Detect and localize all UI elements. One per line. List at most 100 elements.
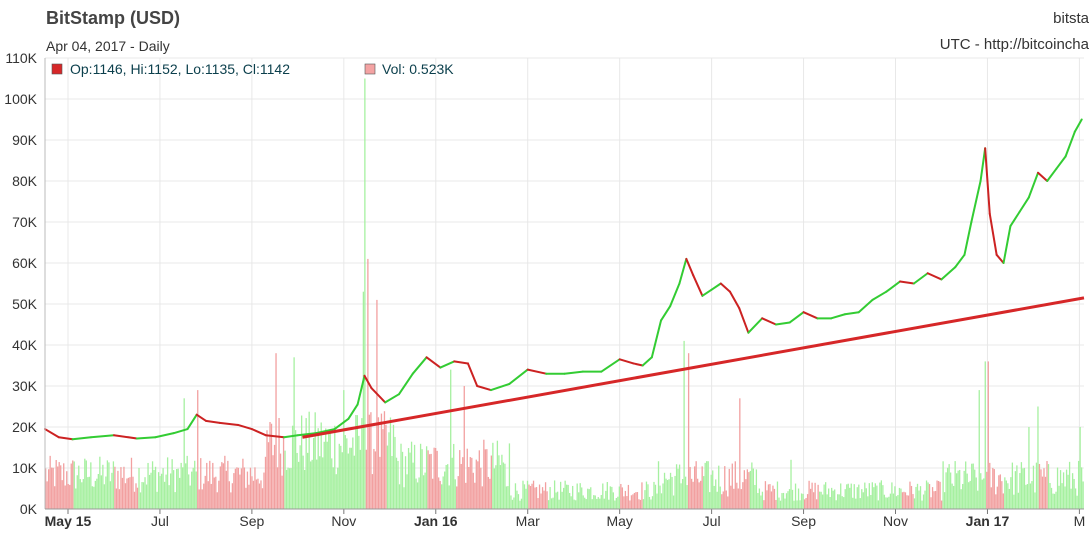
volume-bar bbox=[558, 499, 560, 509]
volume-bar bbox=[124, 483, 127, 509]
volume-bar bbox=[624, 490, 627, 509]
volume-bar bbox=[264, 456, 267, 509]
volume-bar bbox=[785, 493, 788, 509]
price-segment bbox=[912, 272, 929, 285]
volume-bar bbox=[578, 492, 580, 509]
volume-bar bbox=[433, 447, 435, 509]
volume-bar bbox=[347, 453, 349, 509]
volume-bar bbox=[82, 479, 84, 509]
volume-bar bbox=[809, 488, 812, 509]
volume-bar bbox=[943, 492, 946, 509]
volume-bar bbox=[386, 445, 389, 509]
volume-bar bbox=[466, 448, 468, 509]
volume-bar bbox=[933, 491, 935, 509]
volume-bar bbox=[885, 497, 887, 509]
volume-bar bbox=[270, 423, 273, 509]
volume-bar bbox=[418, 477, 420, 509]
volume-bar bbox=[731, 463, 733, 509]
volume-bar bbox=[924, 490, 926, 509]
volume-bar bbox=[1001, 481, 1003, 509]
volume-bar bbox=[407, 448, 410, 509]
volume-bar bbox=[657, 461, 660, 509]
volume-bar bbox=[722, 491, 724, 509]
volume-bar bbox=[898, 487, 901, 509]
price-segment bbox=[563, 370, 584, 375]
price-segment bbox=[397, 372, 414, 396]
volume-bar bbox=[874, 483, 876, 509]
volume-bar bbox=[176, 468, 178, 509]
volume-bar bbox=[481, 486, 483, 509]
volume-bar bbox=[373, 448, 375, 509]
trendline bbox=[302, 296, 1085, 439]
y-tick-label: 20K bbox=[12, 419, 38, 435]
volume-bar bbox=[683, 340, 685, 509]
volume-bar bbox=[106, 460, 109, 509]
volume-bar bbox=[1004, 477, 1006, 509]
price-segment bbox=[710, 282, 722, 291]
volume-bar bbox=[1076, 495, 1078, 509]
volume-bar bbox=[320, 422, 322, 509]
volume-bar bbox=[70, 463, 72, 509]
volume-bar bbox=[508, 443, 511, 509]
volume-bar bbox=[937, 480, 940, 509]
volume-bar bbox=[814, 482, 816, 509]
volume-bar bbox=[370, 412, 372, 509]
volume-bar bbox=[1037, 406, 1039, 509]
volume-bar bbox=[356, 415, 358, 509]
volume-bar bbox=[906, 495, 908, 509]
volume-bar bbox=[1065, 469, 1068, 509]
volume-bar bbox=[194, 460, 196, 509]
volume-bar bbox=[222, 463, 224, 509]
volume-bar bbox=[510, 495, 512, 509]
volume-bar bbox=[587, 488, 589, 509]
volume-bar bbox=[695, 461, 697, 509]
volume-bar bbox=[169, 473, 172, 509]
volume-bar bbox=[791, 489, 794, 509]
volume-bar bbox=[55, 460, 57, 509]
volume-bar bbox=[928, 484, 931, 509]
volume-bar bbox=[88, 476, 90, 509]
y-axis: 0K 10K 20K 30K 40K 50K 60K 70K 80K 90K 100K 110K bbox=[4, 50, 46, 517]
y-tick-label: 60K bbox=[12, 255, 38, 271]
volume-bar bbox=[442, 476, 444, 509]
volume-bar bbox=[499, 465, 502, 509]
volume-bar bbox=[668, 479, 670, 509]
x-tick-label: M bbox=[1074, 513, 1086, 529]
volume-bar bbox=[608, 499, 610, 509]
volume-bar bbox=[605, 490, 607, 509]
volume-bar bbox=[364, 78, 366, 509]
volume-bar bbox=[93, 486, 95, 509]
volume-bar bbox=[457, 476, 459, 509]
price-segment bbox=[186, 413, 198, 431]
volume-bar bbox=[945, 472, 947, 509]
volume-bar bbox=[930, 497, 932, 509]
price-segment bbox=[995, 253, 1005, 264]
volume-bar bbox=[439, 480, 441, 509]
volume-bar bbox=[790, 459, 792, 509]
volume-bar bbox=[281, 475, 283, 509]
volume-bar bbox=[528, 484, 530, 509]
volume-bar bbox=[478, 450, 480, 509]
volume-bar bbox=[733, 488, 735, 509]
volume-bar bbox=[594, 495, 596, 509]
volume-bar bbox=[546, 491, 548, 509]
y-tick-label: 30K bbox=[12, 378, 38, 394]
volume-bar bbox=[559, 481, 562, 509]
volume-bar bbox=[397, 460, 399, 509]
volume-bar bbox=[421, 449, 423, 509]
volume-bar bbox=[516, 490, 518, 509]
volume-bar bbox=[239, 474, 241, 509]
volume-bar bbox=[212, 462, 214, 509]
y-tick-label: 90K bbox=[12, 132, 38, 148]
volume-bar bbox=[355, 414, 357, 509]
volume-bar bbox=[388, 432, 390, 509]
volume-bar bbox=[925, 480, 928, 509]
volume-bar bbox=[835, 500, 837, 509]
volume-bar bbox=[775, 499, 777, 509]
volume-bar bbox=[900, 488, 902, 509]
volume-bar bbox=[511, 499, 514, 509]
volume-bar bbox=[90, 462, 92, 509]
volume-bar bbox=[60, 465, 62, 509]
volume-bar bbox=[847, 483, 849, 509]
volume-bar bbox=[377, 417, 380, 509]
